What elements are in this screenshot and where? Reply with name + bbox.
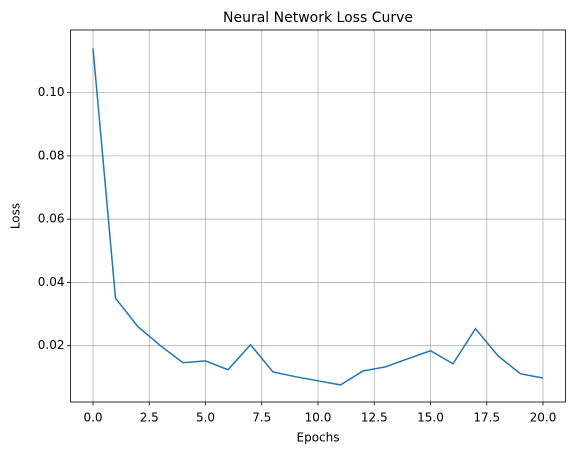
y-tick-label: 0.02	[38, 338, 65, 352]
x-tick-label: 2.5	[140, 411, 159, 425]
data-line	[92, 48, 544, 386]
x-tick-label: 0.0	[83, 411, 102, 425]
chart-title: Neural Network Loss Curve	[223, 10, 413, 26]
y-tick-label: 0.06	[38, 212, 65, 226]
x-tick-label: 5.0	[196, 411, 215, 425]
y-tick-label: 0.10	[38, 85, 65, 99]
x-tick-label: 20.0	[530, 411, 557, 425]
y-axis-label: Loss	[9, 203, 23, 229]
x-tick-label: 10.0	[305, 411, 332, 425]
x-tick-label: 7.5	[252, 411, 271, 425]
y-tick-label: 0.04	[38, 275, 65, 289]
x-axis-label: Epochs	[297, 431, 340, 445]
plot-frame	[70, 29, 566, 403]
x-tick-label: 12.5	[361, 411, 388, 425]
x-tick-label: 15.0	[417, 411, 444, 425]
y-tick-label: 0.08	[38, 148, 65, 162]
x-tick-label: 17.5	[473, 411, 500, 425]
